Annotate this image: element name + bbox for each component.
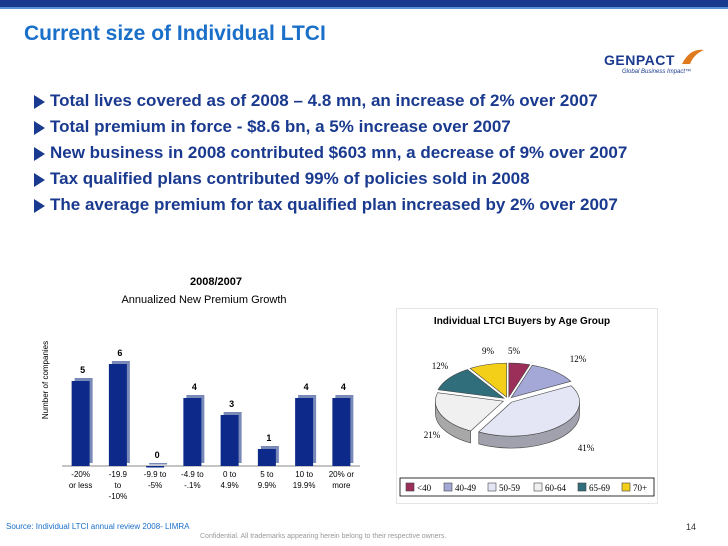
pie-legend-label: 50-59 bbox=[499, 483, 520, 493]
pie-legend-swatch bbox=[487, 482, 497, 492]
confidential-note: Confidential. All trademarks appearing h… bbox=[200, 533, 447, 540]
bar-category-label: -5% bbox=[148, 481, 162, 490]
pie-percent-label: 5% bbox=[508, 346, 521, 356]
pie-legend-swatch bbox=[621, 482, 631, 492]
bar-chart-y-label: Number of companies bbox=[41, 341, 50, 419]
company-logo: GENPACT bbox=[604, 52, 675, 68]
bar-chart-subtitle: Annualized New Premium Growth bbox=[121, 294, 286, 306]
bar-category-label: more bbox=[332, 481, 351, 490]
bullet-item: New business in 2008 contributed $603 mn… bbox=[30, 142, 710, 164]
pie-legend-label: 65-69 bbox=[589, 483, 610, 493]
pie-chart-title: Individual LTCI Buyers by Age Group bbox=[434, 316, 610, 327]
bar bbox=[257, 449, 276, 466]
bar bbox=[183, 398, 202, 466]
pie-slice bbox=[437, 369, 505, 399]
bar-category-label: -4.9 to bbox=[181, 470, 204, 479]
pie-slice bbox=[478, 385, 580, 437]
bar-category-label: 0 to bbox=[223, 470, 237, 479]
bar-value-label: 1 bbox=[266, 433, 271, 443]
bullet-text: The average premium for tax qualified pl… bbox=[50, 195, 618, 214]
pie-percent-label: 21% bbox=[424, 430, 441, 440]
bar-value-label: 0 bbox=[155, 450, 160, 460]
bullet-item: Tax qualified plans contributed 99% of p… bbox=[30, 168, 710, 190]
bar-chart-title: 2008/2007 bbox=[190, 276, 242, 288]
bullet-item: Total premium in force - $8.6 bn, a 5% i… bbox=[30, 116, 710, 138]
pie-legend-swatch bbox=[577, 482, 587, 492]
bar-category-label: 5 to bbox=[260, 470, 274, 479]
bar-category-label: 10 to bbox=[295, 470, 313, 479]
pie-percent-label: 12% bbox=[570, 354, 587, 364]
bar-value-label: 4 bbox=[304, 382, 309, 392]
pie-percent-label: 9% bbox=[482, 346, 495, 356]
age-group-pie-chart: Individual LTCI Buyers by Age Group 5% 12%… bbox=[399, 316, 655, 497]
bar-category-label: -10% bbox=[109, 492, 128, 501]
source-note: Source: Individual LTCI annual review 20… bbox=[6, 522, 190, 531]
bar-category-label: 9.9% bbox=[258, 481, 276, 490]
bullet-list: Total lives covered as of 2008 – 4.8 mn,… bbox=[30, 90, 710, 272]
bullet-item: The average premium for tax qualified pl… bbox=[30, 194, 710, 216]
bar-category-label: -20% bbox=[71, 470, 90, 479]
pie-legend-swatch bbox=[443, 482, 453, 492]
bullet-arrow-icon bbox=[34, 147, 45, 161]
top-banner-accent bbox=[0, 7, 728, 9]
bullet-arrow-icon bbox=[34, 173, 45, 187]
bar-value-label: 4 bbox=[192, 382, 197, 392]
bar-category-label: -.1% bbox=[184, 481, 200, 490]
pie-slice bbox=[469, 362, 507, 398]
pie-legend-box bbox=[399, 477, 655, 497]
bar bbox=[295, 398, 314, 466]
bullet-text: Tax qualified plans contributed 99% of p… bbox=[50, 169, 530, 188]
bar-category-label: 19.9% bbox=[293, 481, 316, 490]
bar bbox=[146, 466, 165, 468]
premium-growth-bar-chart: 2008/2007 Annualized New Premium Growth Nu… bbox=[41, 276, 360, 501]
bar-category-label: to bbox=[115, 481, 122, 490]
bar-category-label: 4.9% bbox=[221, 481, 239, 490]
bar bbox=[71, 381, 90, 466]
pie-slice bbox=[510, 365, 572, 399]
company-logo-tagline: Global Business Impact™ bbox=[622, 69, 692, 75]
pie-percent-label: 12% bbox=[432, 361, 449, 371]
bullet-text: Total premium in force - $8.6 bn, a 5% i… bbox=[50, 117, 511, 136]
bar bbox=[332, 398, 351, 466]
pie-legend-swatch bbox=[533, 482, 543, 492]
bullet-item: Total lives covered as of 2008 – 4.8 mn,… bbox=[30, 90, 710, 112]
bar-category-label: -19.9 bbox=[109, 470, 128, 479]
pie-percent-label: 41% bbox=[578, 443, 595, 453]
bullet-text: Total lives covered as of 2008 – 4.8 mn,… bbox=[50, 91, 598, 110]
pie-slice bbox=[508, 362, 531, 399]
page-number: 14 bbox=[686, 522, 697, 532]
pie-legend-swatch bbox=[405, 482, 415, 492]
bar-value-label: 5 bbox=[80, 365, 85, 375]
bar-category-label: 20% or bbox=[329, 470, 355, 479]
pie-legend-label: 70+ bbox=[633, 483, 647, 493]
bar bbox=[108, 364, 127, 466]
bar-category-label: or less bbox=[69, 481, 93, 490]
top-banner bbox=[0, 0, 728, 7]
pie-legend-label: 60-64 bbox=[545, 483, 566, 493]
pie-legend-label: 40-49 bbox=[455, 483, 476, 493]
bar-category-label: -9.9 to bbox=[144, 470, 167, 479]
bar-value-label: 6 bbox=[117, 348, 122, 358]
bar-shadow bbox=[149, 463, 168, 465]
pie-legend-label: <40 bbox=[417, 483, 432, 493]
pie-slice bbox=[435, 392, 505, 432]
logo-swoosh-icon bbox=[682, 49, 704, 64]
bar bbox=[220, 415, 239, 466]
bullet-text: New business in 2008 contributed $603 mn… bbox=[50, 143, 628, 162]
bar-value-label: 4 bbox=[341, 382, 346, 392]
bullet-arrow-icon bbox=[34, 95, 45, 109]
bullet-arrow-icon bbox=[34, 121, 45, 135]
slide-title: Current size of Individual LTCI bbox=[24, 22, 326, 45]
bar-value-label: 3 bbox=[229, 399, 234, 409]
bullet-arrow-icon bbox=[34, 199, 45, 213]
